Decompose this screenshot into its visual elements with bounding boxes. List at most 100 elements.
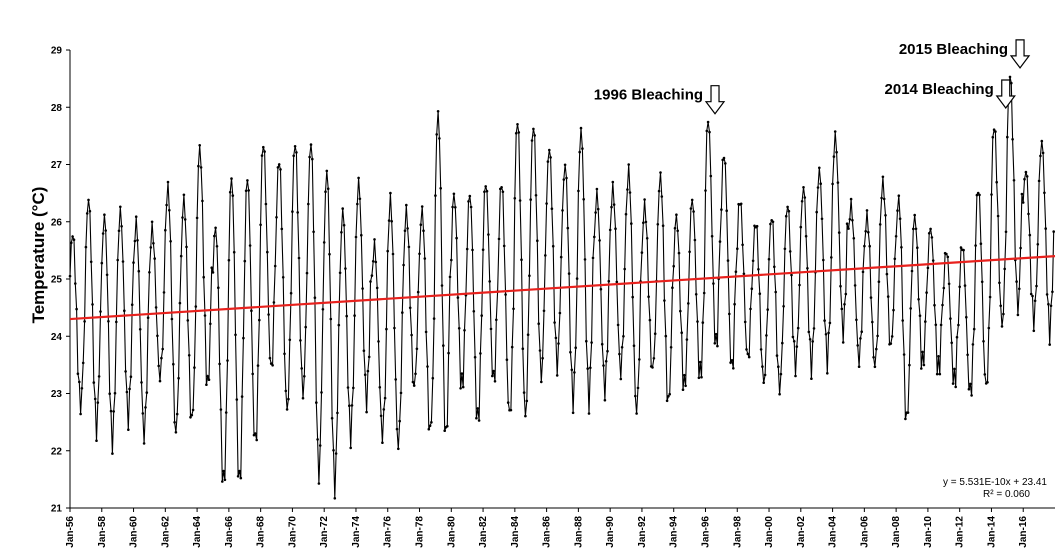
data-point — [546, 160, 550, 163]
data-point — [841, 341, 845, 344]
data-point — [537, 322, 540, 326]
data-point — [586, 367, 589, 370]
data-point — [210, 266, 213, 270]
data-point — [432, 317, 436, 320]
data-point — [238, 469, 241, 473]
data-point — [187, 354, 191, 357]
data-point — [266, 250, 269, 254]
data-point — [929, 227, 932, 231]
data-point — [528, 274, 531, 278]
data-point — [897, 194, 901, 197]
data-point — [373, 238, 376, 241]
data-point — [407, 245, 411, 249]
data-point — [504, 293, 507, 296]
data-point — [590, 341, 593, 344]
data-point — [538, 349, 542, 352]
data-point — [487, 233, 490, 236]
data-point — [280, 227, 284, 231]
data-point — [416, 290, 420, 294]
data-point — [483, 190, 486, 194]
data-point — [256, 364, 260, 367]
data-point — [476, 407, 480, 410]
data-point — [510, 345, 514, 349]
data-point — [857, 365, 861, 369]
data-point — [477, 419, 481, 422]
data-point — [219, 408, 223, 411]
data-point — [798, 283, 801, 287]
data-point — [297, 256, 301, 260]
data-point — [459, 387, 462, 390]
data-point — [334, 452, 338, 455]
data-point — [635, 412, 638, 415]
data-point — [594, 211, 597, 214]
data-point — [836, 181, 840, 184]
data-point — [867, 230, 870, 234]
data-point — [324, 190, 327, 193]
data-point — [472, 310, 476, 313]
data-point — [656, 223, 660, 226]
data-point — [684, 384, 687, 388]
data-point — [732, 367, 735, 370]
x-tick-label: Jan-86 — [542, 516, 553, 548]
data-point — [577, 189, 580, 193]
data-point — [585, 339, 588, 343]
data-point — [955, 335, 959, 339]
data-point — [367, 355, 371, 359]
data-point — [540, 380, 543, 384]
data-point — [84, 245, 88, 249]
data-point — [113, 391, 117, 395]
data-point — [849, 197, 853, 201]
data-point — [630, 222, 633, 225]
data-point — [665, 399, 669, 403]
data-point — [217, 286, 220, 290]
data-point — [271, 364, 274, 367]
data-point — [610, 205, 613, 209]
data-point — [489, 327, 493, 331]
x-tick-label: Jan-58 — [97, 516, 108, 548]
data-point — [819, 182, 822, 185]
data-point — [1044, 227, 1047, 230]
data-point — [272, 301, 276, 304]
data-point — [116, 258, 119, 262]
y-tick-label: 24 — [51, 332, 63, 343]
data-point — [642, 221, 645, 225]
data-point — [733, 302, 736, 306]
data-point — [553, 321, 556, 324]
data-point — [125, 390, 129, 394]
data-point — [884, 214, 887, 217]
data-point — [820, 217, 824, 221]
data-point — [591, 256, 595, 260]
x-tick-label: Jan-74 — [351, 516, 362, 548]
data-point — [377, 340, 380, 343]
data-point — [804, 234, 808, 238]
data-point — [514, 132, 518, 135]
data-point — [598, 239, 601, 242]
data-point — [175, 412, 179, 416]
data-point — [524, 414, 527, 418]
data-point — [582, 198, 585, 201]
data-point — [634, 394, 637, 398]
x-tick-label: Jan-84 — [510, 516, 521, 548]
data-point — [640, 251, 644, 254]
data-point — [387, 219, 391, 222]
data-point — [1000, 325, 1004, 328]
data-point — [276, 166, 280, 169]
data-point — [258, 318, 261, 322]
data-point — [561, 209, 564, 212]
data-point — [405, 203, 408, 207]
data-point — [559, 255, 563, 259]
data-point — [313, 296, 317, 300]
data-point — [632, 344, 636, 348]
data-point — [457, 327, 461, 330]
data-point — [983, 373, 987, 376]
data-point — [435, 133, 439, 136]
data-point — [696, 320, 699, 323]
data-point — [833, 130, 837, 133]
data-point — [1023, 177, 1026, 181]
data-point — [812, 327, 816, 330]
data-point — [574, 346, 577, 350]
data-point — [771, 220, 775, 224]
x-tick-label: Jan-00 — [764, 516, 775, 548]
data-point — [643, 198, 646, 201]
data-point — [95, 439, 98, 443]
